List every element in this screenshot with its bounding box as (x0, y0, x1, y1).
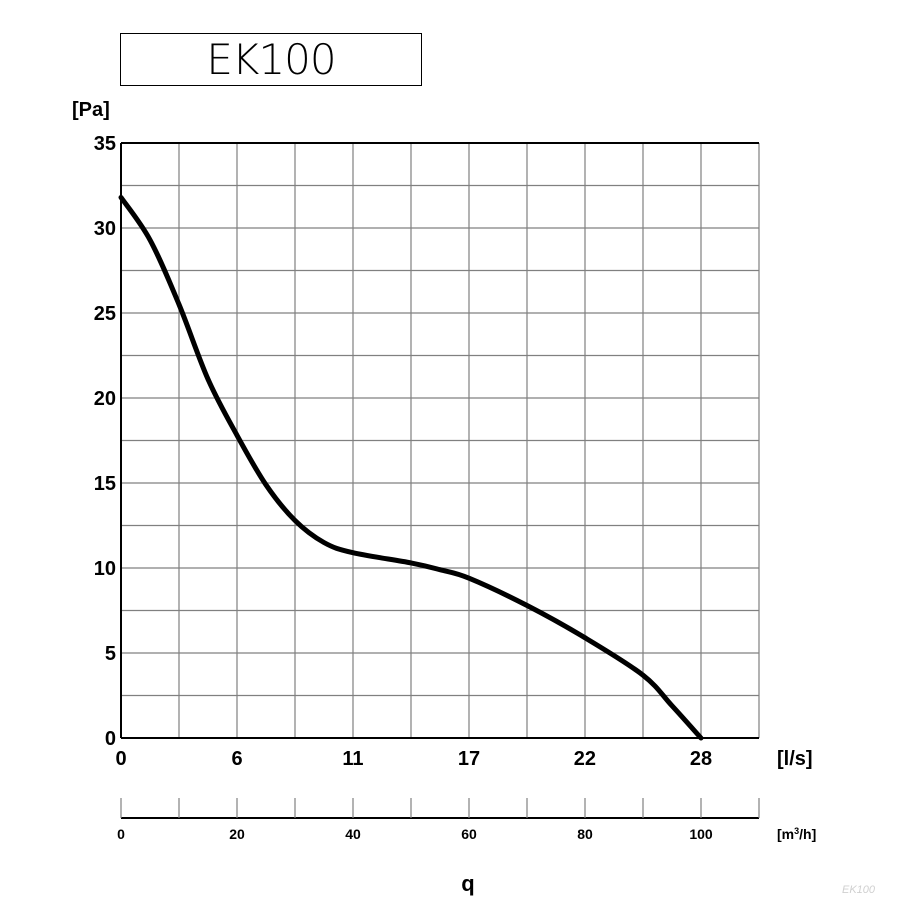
secondary-x-tick-label: 60 (461, 826, 477, 842)
secondary-x-axis-label-part: 3 (794, 826, 799, 836)
chart-title: EK100 (120, 33, 422, 86)
secondary-x-axis-label-part: /h] (799, 826, 816, 842)
axis-name-q: q (461, 871, 474, 896)
x-tick-label: 6 (232, 748, 243, 770)
x-tick-label: 28 (690, 748, 712, 770)
y-tick-label: 15 (94, 473, 116, 495)
y-tick-label: 35 (94, 133, 116, 155)
x-tick-label: 22 (574, 748, 596, 770)
y-tick-label: 30 (94, 218, 116, 240)
performance-curve (118, 194, 704, 741)
x-tick-label: 11 (342, 748, 363, 770)
secondary-x-tick-label: 40 (345, 826, 361, 842)
secondary-x-tick-label: 0 (117, 826, 125, 842)
x-tick-label: 17 (458, 748, 480, 770)
secondary-x-tick-label: 80 (577, 826, 593, 842)
y-tick-label: 20 (94, 388, 116, 410)
watermark: EK100 (842, 884, 876, 896)
secondary-x-tick-label: 100 (689, 826, 713, 842)
y-axis-label: [Pa] (72, 99, 110, 121)
x-axis-label: [l/s] (777, 748, 813, 770)
x-tick-label: 0 (115, 748, 126, 770)
secondary-x-axis-label: [m3/h] (777, 826, 816, 842)
secondary-x-tick-label: 20 (229, 826, 245, 842)
y-tick-label: 0 (105, 728, 116, 750)
secondary-x-axis-label-part: [m (777, 826, 794, 842)
y-tick-label: 10 (94, 558, 116, 580)
y-tick-label: 5 (105, 643, 116, 665)
y-tick-label: 25 (94, 303, 116, 325)
